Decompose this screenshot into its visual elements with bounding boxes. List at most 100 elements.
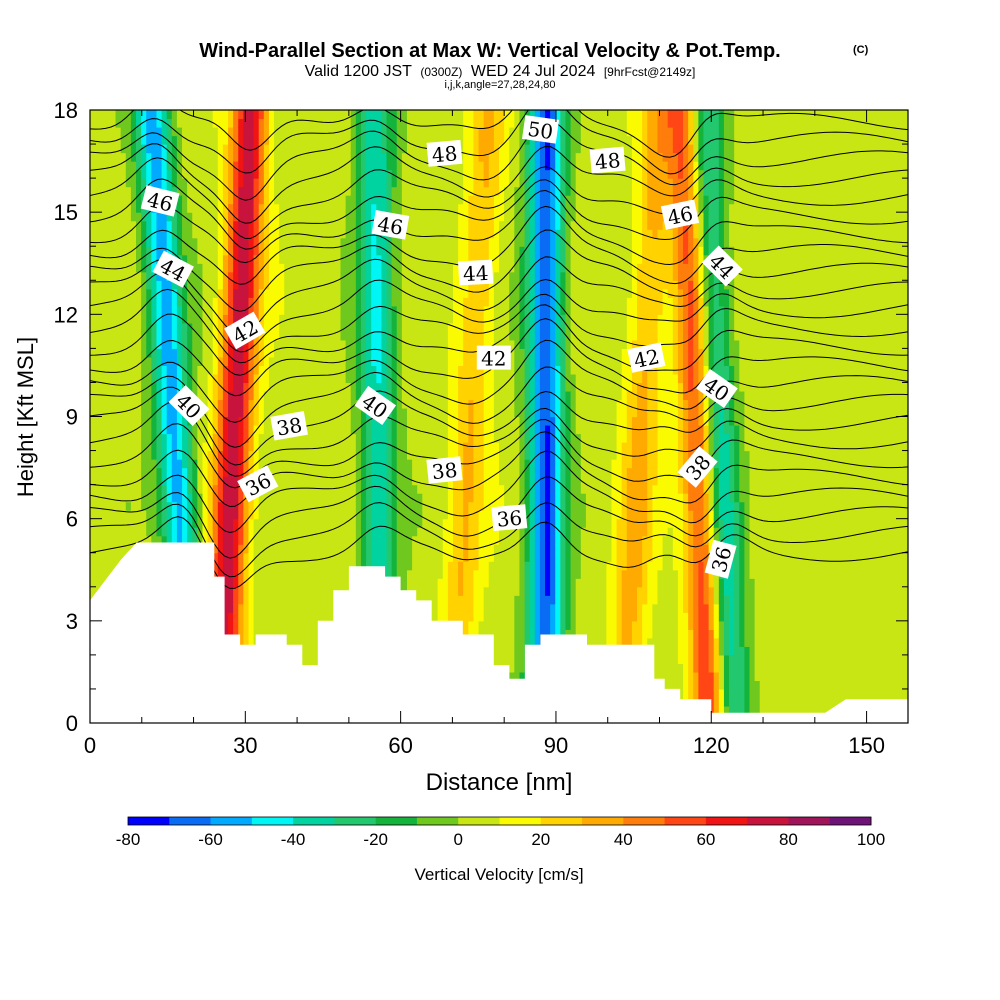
velocity-cell <box>268 569 275 579</box>
velocity-cell <box>258 297 265 307</box>
velocity-cell <box>197 314 204 324</box>
velocity-cell <box>110 561 117 571</box>
velocity-cell <box>258 110 265 120</box>
velocity-cell <box>207 110 214 120</box>
velocity-cell <box>130 203 137 213</box>
velocity-cell <box>182 110 188 120</box>
velocity-cell <box>427 110 434 120</box>
velocity-cell <box>161 331 168 341</box>
velocity-cell <box>381 263 388 273</box>
velocity-cell <box>268 246 275 256</box>
velocity-cell <box>248 110 255 120</box>
velocity-cell <box>376 493 383 503</box>
velocity-cell <box>90 331 96 341</box>
velocity-cell <box>207 442 214 452</box>
velocity-cell <box>376 127 383 137</box>
velocity-cell <box>100 220 106 230</box>
velocity-cell <box>90 203 96 213</box>
velocity-cell <box>187 195 193 205</box>
velocity-cell <box>432 450 439 460</box>
velocity-cell <box>396 467 403 477</box>
velocity-cell <box>120 348 127 358</box>
velocity-cell <box>299 212 306 222</box>
velocity-cell <box>115 127 122 137</box>
velocity-cell <box>320 110 326 120</box>
velocity-cell <box>294 603 301 613</box>
velocity-cell <box>222 186 229 196</box>
velocity-cell <box>268 297 275 307</box>
velocity-cell <box>228 484 234 494</box>
velocity-cell <box>238 280 244 290</box>
velocity-cell <box>141 331 147 341</box>
velocity-cell <box>238 535 244 545</box>
velocity-cell <box>340 186 347 196</box>
velocity-cell <box>238 586 244 596</box>
velocity-cell <box>442 569 449 579</box>
velocity-cell <box>422 339 429 349</box>
velocity-cell <box>161 339 168 349</box>
velocity-cell <box>279 331 285 341</box>
velocity-cell <box>279 569 285 579</box>
velocity-cell <box>355 535 362 545</box>
velocity-cell <box>238 254 244 264</box>
velocity-cell <box>412 288 418 298</box>
velocity-cell <box>228 356 234 367</box>
velocity-cell <box>120 127 127 137</box>
velocity-cell <box>412 356 418 367</box>
velocity-cell <box>207 220 214 230</box>
velocity-cell <box>376 203 383 213</box>
velocity-cell <box>366 518 372 528</box>
velocity-cell <box>406 416 413 426</box>
velocity-cell <box>294 629 301 639</box>
velocity-cell <box>248 501 255 511</box>
velocity-cell <box>258 373 265 384</box>
velocity-cell <box>136 459 142 469</box>
velocity-cell <box>141 305 147 315</box>
velocity-cell <box>432 527 439 537</box>
velocity-cell <box>330 501 336 511</box>
velocity-cell <box>422 246 429 256</box>
velocity-cell <box>330 595 336 605</box>
velocity-cell <box>243 161 250 171</box>
velocity-cell <box>105 467 112 477</box>
velocity-cell <box>151 246 158 256</box>
velocity-cell <box>228 399 234 409</box>
velocity-cell <box>263 535 270 545</box>
velocity-cell <box>248 152 255 162</box>
velocity-cell <box>432 186 439 196</box>
velocity-cell <box>406 501 413 511</box>
velocity-cell <box>197 390 204 401</box>
velocity-cell <box>212 169 219 179</box>
velocity-cell <box>417 459 423 469</box>
velocity-cell <box>366 246 372 256</box>
velocity-cell <box>161 280 168 290</box>
velocity-cell <box>289 527 296 537</box>
velocity-cell <box>100 544 106 554</box>
velocity-cell <box>417 501 423 511</box>
velocity-cell <box>217 127 224 137</box>
velocity-cell <box>130 442 137 452</box>
velocity-cell <box>279 195 285 205</box>
velocity-cell <box>437 425 444 435</box>
velocity-cell <box>366 186 372 196</box>
velocity-cell <box>171 390 178 401</box>
velocity-cell <box>314 450 321 460</box>
velocity-cell <box>345 484 352 494</box>
velocity-cell <box>90 459 96 469</box>
velocity-cell <box>130 288 137 298</box>
velocity-cell <box>401 442 408 452</box>
velocity-cell <box>136 186 142 196</box>
velocity-cell <box>243 297 250 307</box>
velocity-cell <box>350 382 357 392</box>
velocity-cell <box>238 271 244 281</box>
velocity-cell <box>136 331 142 341</box>
velocity-cell <box>376 561 383 571</box>
velocity-cell <box>217 467 224 477</box>
velocity-cell <box>320 399 326 409</box>
velocity-cell <box>141 390 147 401</box>
velocity-cell <box>90 169 96 179</box>
velocity-cell <box>125 280 132 290</box>
velocity-cell <box>340 476 347 486</box>
velocity-cell <box>207 501 214 511</box>
velocity-cell <box>294 382 301 392</box>
